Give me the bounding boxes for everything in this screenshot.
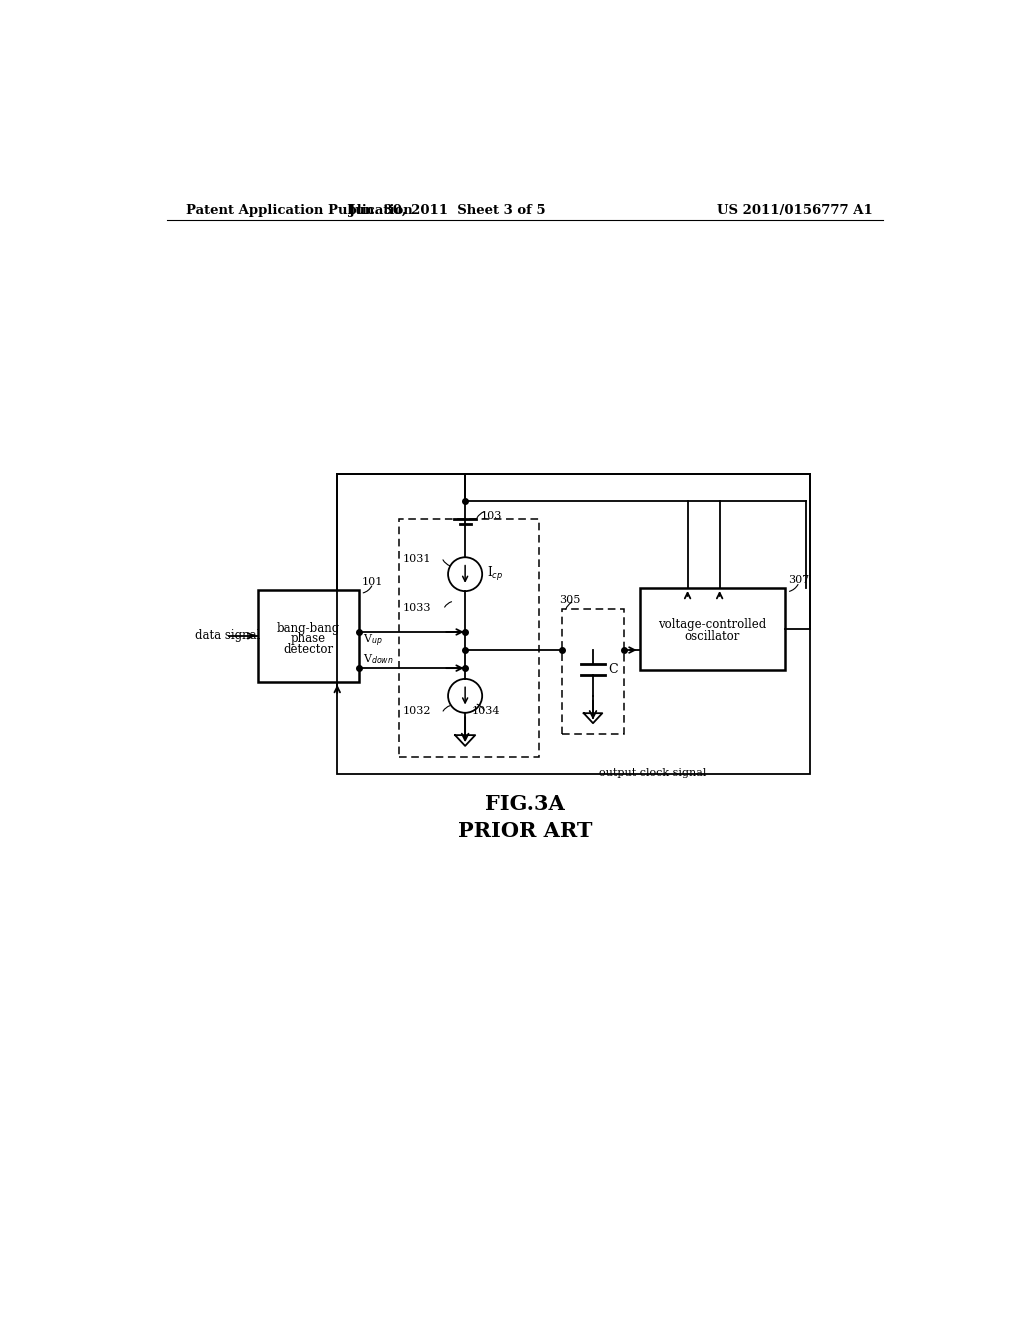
Bar — [337, 474, 810, 775]
Text: 103: 103 — [480, 511, 502, 520]
Text: Jun. 30, 2011  Sheet 3 of 5: Jun. 30, 2011 Sheet 3 of 5 — [349, 205, 546, 218]
Text: FIG.3A: FIG.3A — [485, 793, 564, 813]
Text: US 2011/0156777 A1: US 2011/0156777 A1 — [717, 205, 872, 218]
Text: 1031: 1031 — [402, 554, 431, 564]
Text: voltage-controlled: voltage-controlled — [658, 618, 767, 631]
Text: 1032: 1032 — [402, 706, 431, 717]
Text: V$_{up}$: V$_{up}$ — [362, 634, 383, 649]
Text: 101: 101 — [362, 577, 383, 586]
Text: data signal: data signal — [196, 630, 261, 643]
Text: I$_{cp}$: I$_{cp}$ — [486, 565, 503, 583]
Text: C: C — [608, 663, 618, 676]
Text: V$_{down}$: V$_{down}$ — [362, 652, 393, 665]
Bar — [640, 589, 785, 671]
Text: 1033: 1033 — [402, 603, 431, 612]
Text: detector: detector — [284, 643, 334, 656]
Text: Patent Application Publication: Patent Application Publication — [186, 205, 413, 218]
Bar — [399, 519, 539, 758]
Text: phase: phase — [291, 632, 326, 645]
Text: bang-bang: bang-bang — [276, 622, 340, 635]
Text: oscillator: oscillator — [685, 631, 740, 643]
Text: PRIOR ART: PRIOR ART — [458, 821, 592, 841]
Bar — [562, 609, 624, 734]
Text: 305: 305 — [559, 594, 581, 605]
Text: 1034: 1034 — [471, 706, 500, 717]
Text: 307: 307 — [788, 576, 810, 585]
Bar — [258, 590, 359, 682]
Text: output clock signal: output clock signal — [599, 768, 707, 779]
